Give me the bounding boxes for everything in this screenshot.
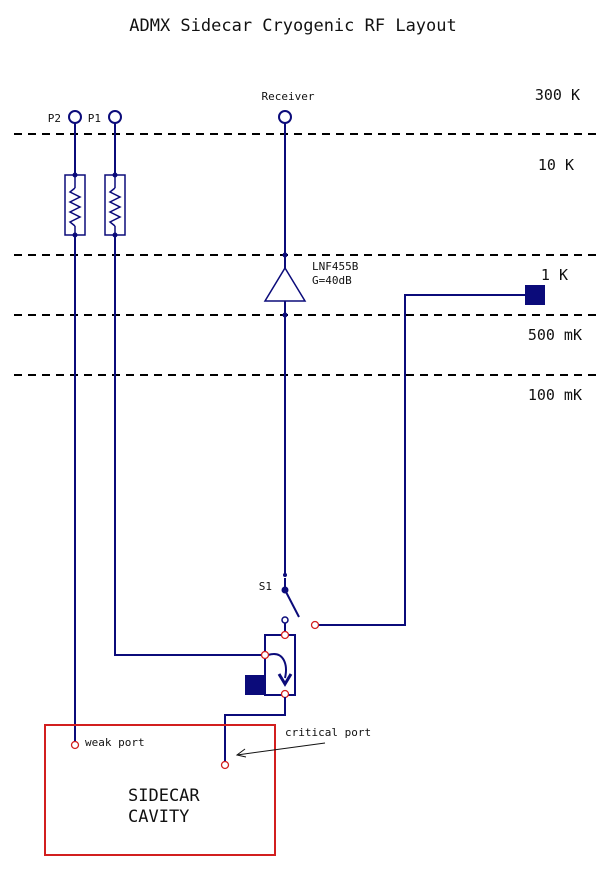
port-p2[interactable] — [68, 110, 82, 124]
diagram-title: ADMX Sidecar Cryogenic RF Layout — [129, 16, 457, 36]
circulator-body — [264, 634, 296, 696]
p2-line — [64, 123, 86, 745]
stage-label-300k: 300 K — [535, 86, 580, 104]
switch-label: S1 — [259, 580, 272, 593]
port-p1[interactable] — [108, 110, 122, 124]
receiver-port[interactable] — [278, 110, 292, 124]
weak-port — [70, 740, 80, 750]
circulator — [245, 623, 296, 699]
stage-label-10k: 10 K — [538, 156, 574, 174]
sidecar-cavity — [44, 724, 276, 856]
critical-port-line — [224, 697, 286, 762]
stage-dividers — [14, 133, 596, 376]
amplifier-gain: G=40dB — [312, 274, 352, 287]
cavity-label-line2: CAVITY — [128, 807, 189, 827]
circulator-arrow-icon — [267, 653, 287, 679]
termination-line-1k — [318, 285, 545, 626]
critical-port-label: critical port — [285, 726, 371, 739]
switch-blade — [284, 589, 300, 618]
port-label-p2: P2 — [48, 112, 61, 125]
switch-s1[interactable] — [281, 586, 320, 630]
termination-load-1k — [525, 285, 545, 305]
receiver-line — [263, 123, 307, 590]
stage-label-100mk: 100 mK — [528, 386, 582, 404]
port-label-p1: P1 — [88, 112, 101, 125]
weak-port-label: weak port — [85, 736, 145, 749]
resistor-icon — [68, 187, 82, 227]
amplifier-model: LNF455B — [312, 260, 359, 273]
cavity-label-line1: SIDECAR — [128, 786, 200, 806]
resistor-icon — [108, 187, 122, 227]
stage-label-500mk: 500 mK — [528, 326, 582, 344]
critical-port-pointer — [235, 742, 326, 758]
receiver-label: Receiver — [262, 90, 315, 103]
switch-contact-circulator — [281, 616, 289, 624]
critical-port — [220, 760, 230, 770]
circulator-termination-load — [245, 675, 265, 695]
stage-label-1k: 1 K — [541, 266, 568, 284]
amplifier-icon — [263, 266, 307, 302]
p1-line — [104, 123, 265, 656]
switch-contact-termination — [310, 620, 320, 630]
